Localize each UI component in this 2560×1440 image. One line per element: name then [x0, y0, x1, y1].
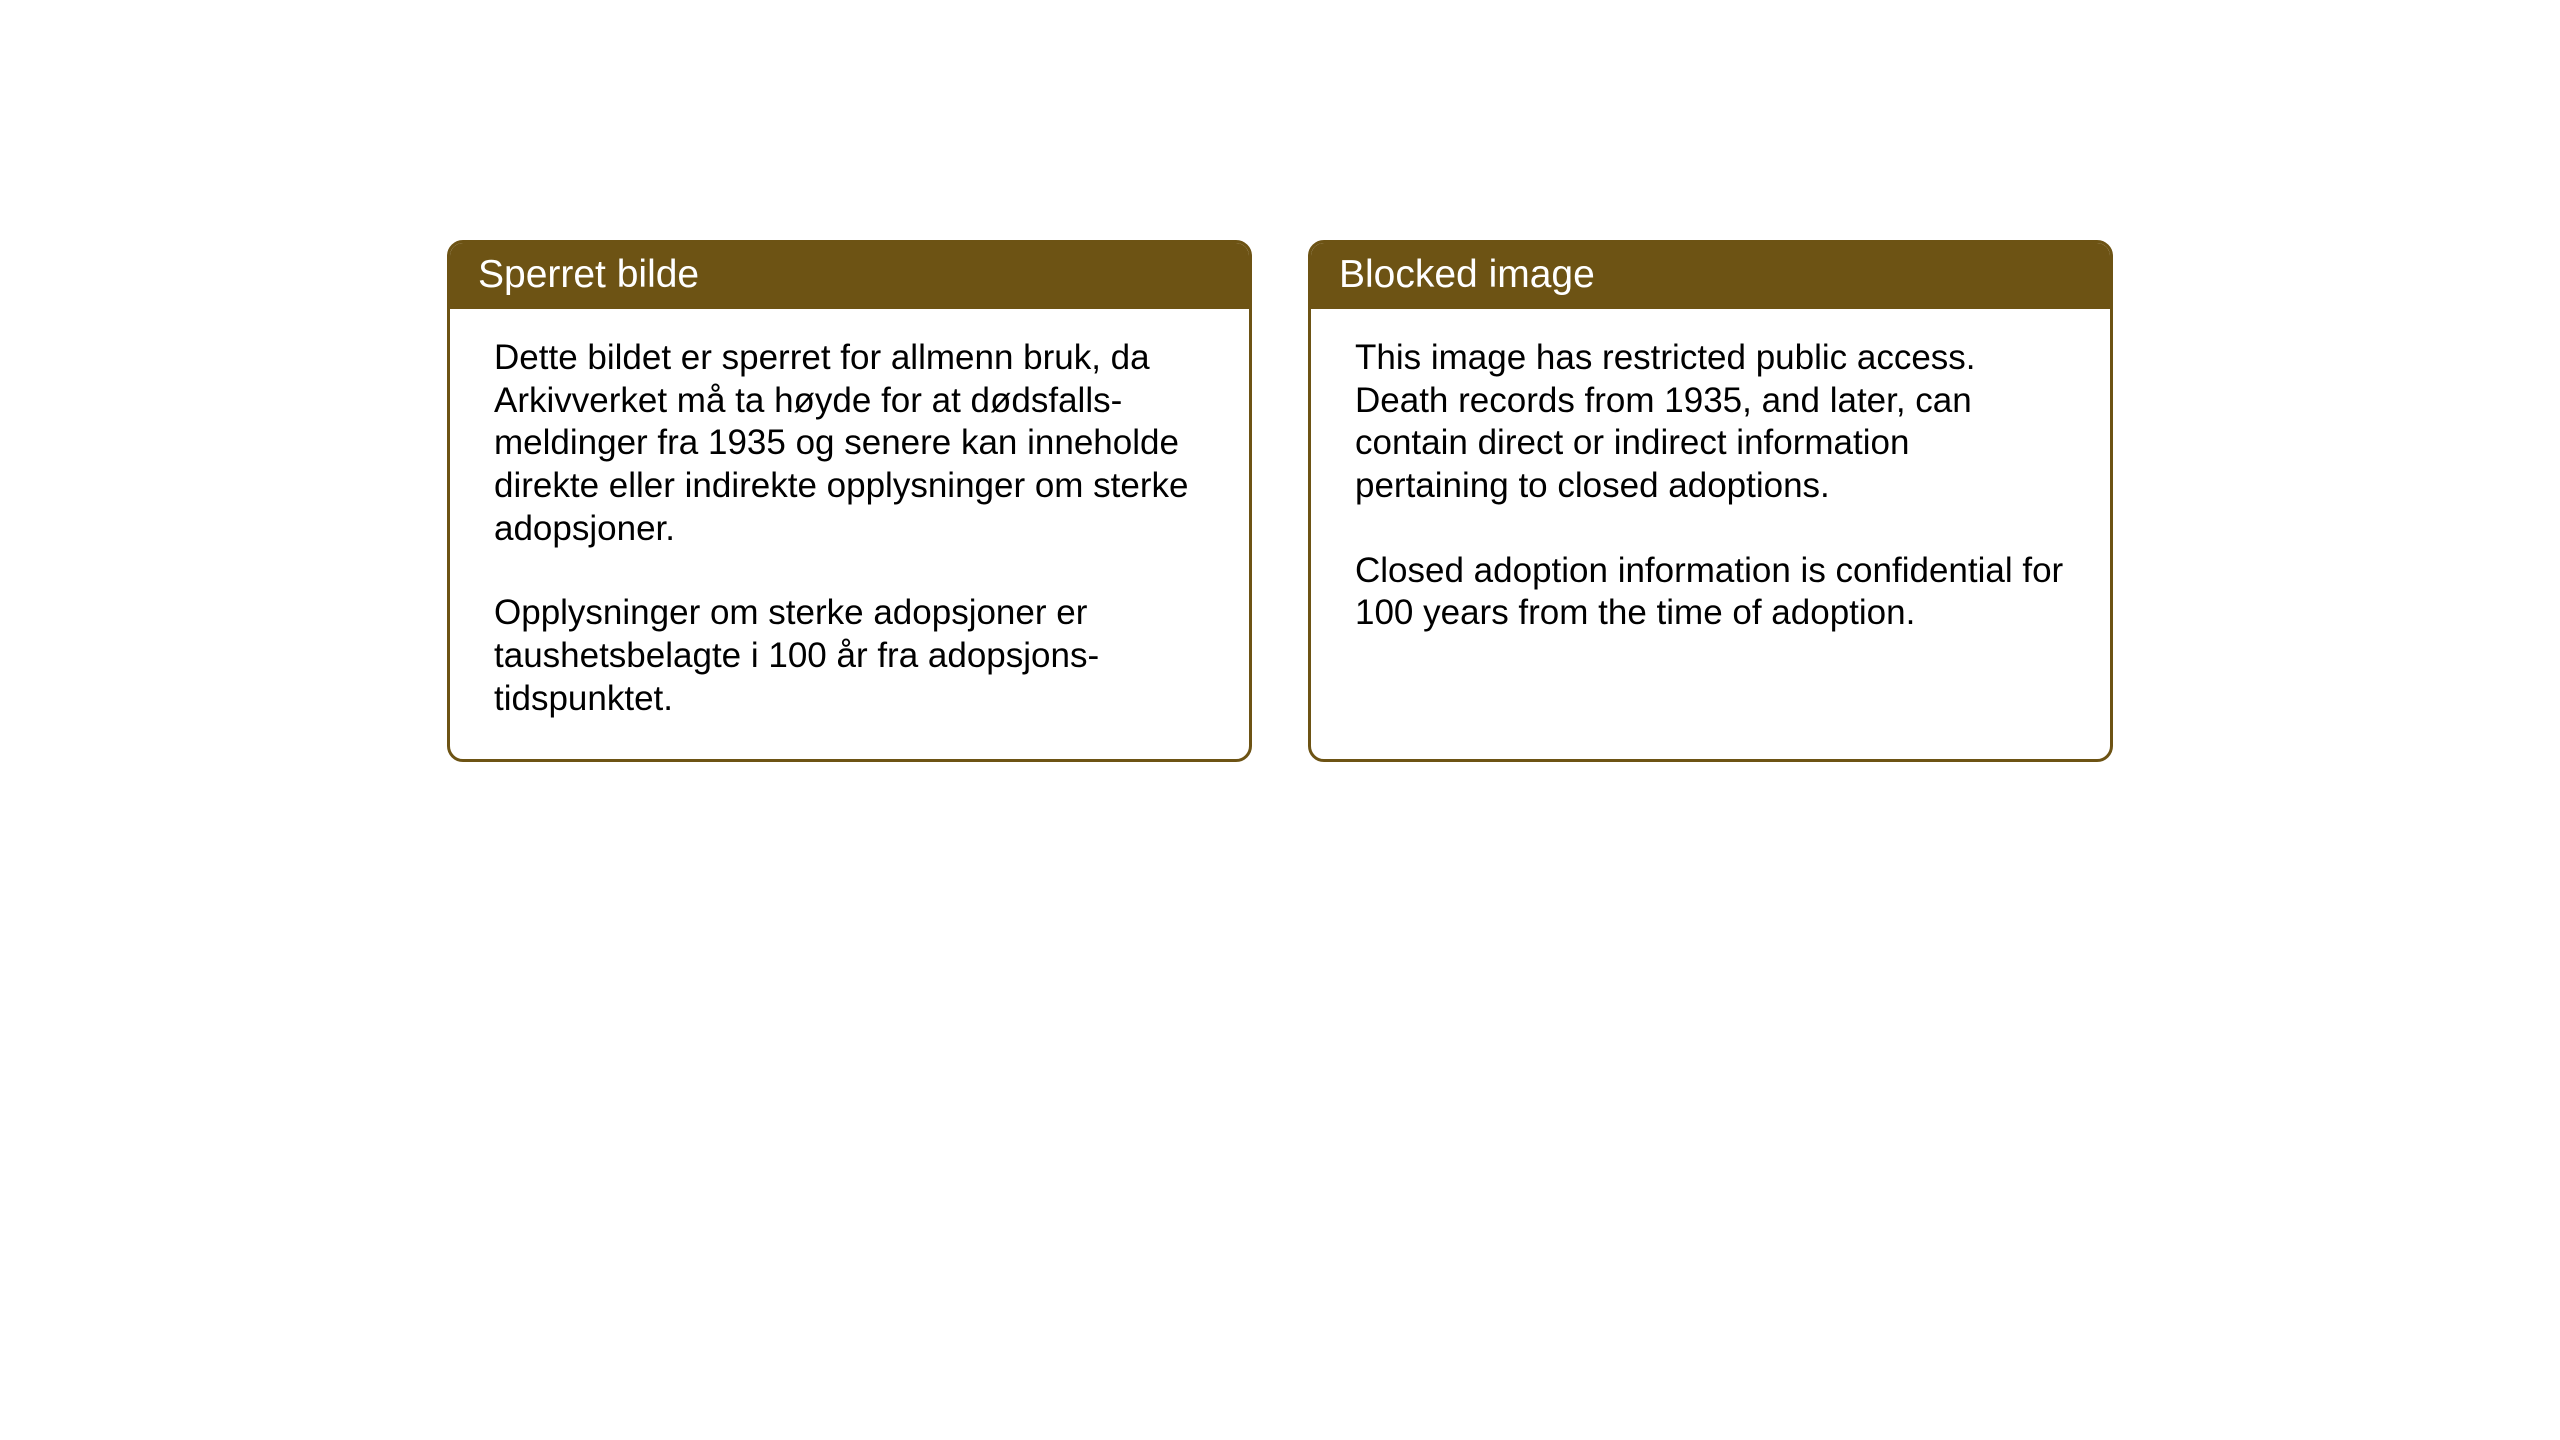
english-card-header: Blocked image	[1311, 243, 2110, 309]
norwegian-notice-card: Sperret bilde Dette bildet er sperret fo…	[447, 240, 1252, 762]
english-paragraph-1: This image has restricted public access.…	[1355, 337, 2066, 508]
norwegian-card-title: Sperret bilde	[478, 253, 699, 296]
norwegian-paragraph-2: Opplysninger om sterke adopsjoner er tau…	[494, 592, 1205, 720]
english-card-body: This image has restricted public access.…	[1311, 309, 2110, 673]
norwegian-card-body: Dette bildet er sperret for allmenn bruk…	[450, 309, 1249, 759]
english-notice-card: Blocked image This image has restricted …	[1308, 240, 2113, 762]
notice-container: Sperret bilde Dette bildet er sperret fo…	[447, 240, 2113, 762]
norwegian-paragraph-1: Dette bildet er sperret for allmenn bruk…	[494, 337, 1205, 550]
english-paragraph-2: Closed adoption information is confident…	[1355, 550, 2066, 635]
english-card-title: Blocked image	[1339, 253, 1595, 296]
norwegian-card-header: Sperret bilde	[450, 243, 1249, 309]
